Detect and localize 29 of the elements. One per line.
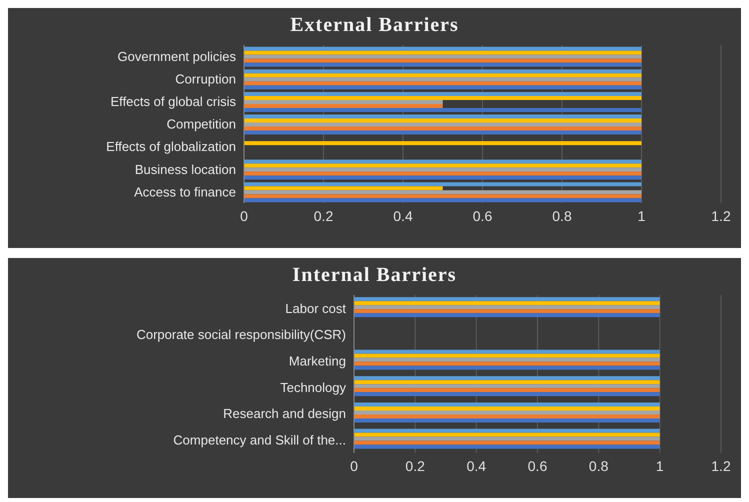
y-tick-label: Business location xyxy=(134,162,236,177)
y-tick-label: Government policies xyxy=(118,48,236,64)
chart-title: Internal Barriers xyxy=(291,264,458,287)
y-tick-label: Labor cost xyxy=(285,300,346,316)
x-tick-label: 0.6 xyxy=(528,458,548,474)
y-tick-label: Technology xyxy=(280,380,346,395)
y-tick-label: Corporate social responsibility(CSR) xyxy=(136,327,346,342)
y-tick-label: Effects of globalization xyxy=(106,139,236,154)
x-tick-label: 0.8 xyxy=(588,458,609,474)
y-tick-label: Competition xyxy=(166,116,236,132)
y-tick-label: Competency and Skill of the... xyxy=(173,432,346,448)
x-tick-label: 0 xyxy=(240,208,248,224)
x-tick-label: 0 xyxy=(350,458,358,474)
x-tick-label: 0.2 xyxy=(314,208,334,224)
y-tick-label: Effects of global crisis xyxy=(110,94,236,110)
y-tick-label: Corruption xyxy=(175,71,236,86)
chart-title: External Barriers xyxy=(289,14,460,37)
x-tick-label: 0.2 xyxy=(405,458,426,474)
y-tick-label: Access to finance xyxy=(134,184,236,200)
y-tick-label: Marketing xyxy=(288,353,346,368)
x-tick-label: 1 xyxy=(638,208,646,224)
x-tick-label: 0.8 xyxy=(552,208,572,224)
x-tick-label: 0.4 xyxy=(393,208,413,224)
x-tick-label: 1.2 xyxy=(711,208,731,224)
x-tick-label: 1 xyxy=(656,458,664,474)
x-tick-label: 1.2 xyxy=(711,458,731,474)
x-tick-label: 0.6 xyxy=(472,208,492,224)
y-tick-label: Research and design xyxy=(223,406,346,422)
x-tick-label: 0.4 xyxy=(466,458,486,474)
